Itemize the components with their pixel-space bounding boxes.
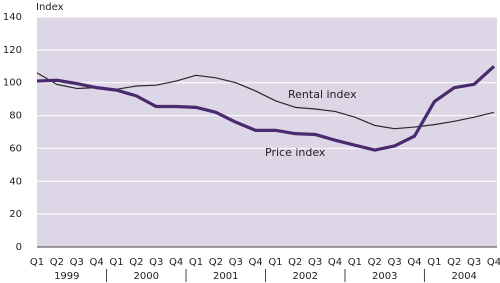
y-tick-label: 80 <box>9 111 22 122</box>
x-tick-label: Q3 <box>467 257 481 268</box>
x-group-label: 2004 <box>451 271 476 282</box>
x-group-label: 2003 <box>372 271 397 282</box>
x-tick-label: Q3 <box>308 257 322 268</box>
y-tick-label: 0 <box>16 242 22 253</box>
x-tick-label: Q4 <box>89 257 103 268</box>
x-tick-label: Q2 <box>288 257 302 268</box>
series-label: Rental index <box>288 88 357 101</box>
y-tick-label: 40 <box>9 176 22 187</box>
y-tick-label: 100 <box>3 78 22 89</box>
series-label: Price index <box>265 146 326 159</box>
x-group-label: 1999 <box>54 271 79 282</box>
x-tick-label: Q3 <box>229 257 243 268</box>
series-line <box>36 65 496 152</box>
x-tick-label: Q1 <box>30 257 44 268</box>
x-tick-label: Q1 <box>348 257 362 268</box>
plot-area <box>37 17 497 247</box>
x-tick-label: Q1 <box>268 257 282 268</box>
x-tick-label: Q2 <box>129 257 143 268</box>
x-tick-label: Q1 <box>109 257 123 268</box>
x-tick-label: Q2 <box>50 257 64 268</box>
x-tick-label: Q4 <box>487 257 500 268</box>
x-tick-label: Q2 <box>447 257 461 268</box>
x-tick-label: Q1 <box>189 257 203 268</box>
x-tick-label: Q2 <box>368 257 382 268</box>
y-axis-label: Index <box>36 2 64 13</box>
y-tick-label: 60 <box>9 143 22 154</box>
x-tick-label: Q4 <box>328 257 342 268</box>
x-tick-label: Q4 <box>407 257 421 268</box>
x-tick-label: Q3 <box>388 257 402 268</box>
y-tick-label: 20 <box>9 209 22 220</box>
x-tick-label: Q3 <box>149 257 163 268</box>
x-tick-label: Q1 <box>427 257 441 268</box>
x-tick-label: Q4 <box>248 257 262 268</box>
x-tick-label: Q2 <box>209 257 223 268</box>
x-group-label: 2002 <box>293 271 318 282</box>
x-group-label: 2000 <box>134 271 159 282</box>
x-group-label: 2001 <box>213 271 238 282</box>
x-tick-label: Q4 <box>169 257 183 268</box>
y-tick-label: 120 <box>3 45 22 56</box>
x-tick-label: Q3 <box>70 257 84 268</box>
y-tick-label: 140 <box>3 12 22 23</box>
